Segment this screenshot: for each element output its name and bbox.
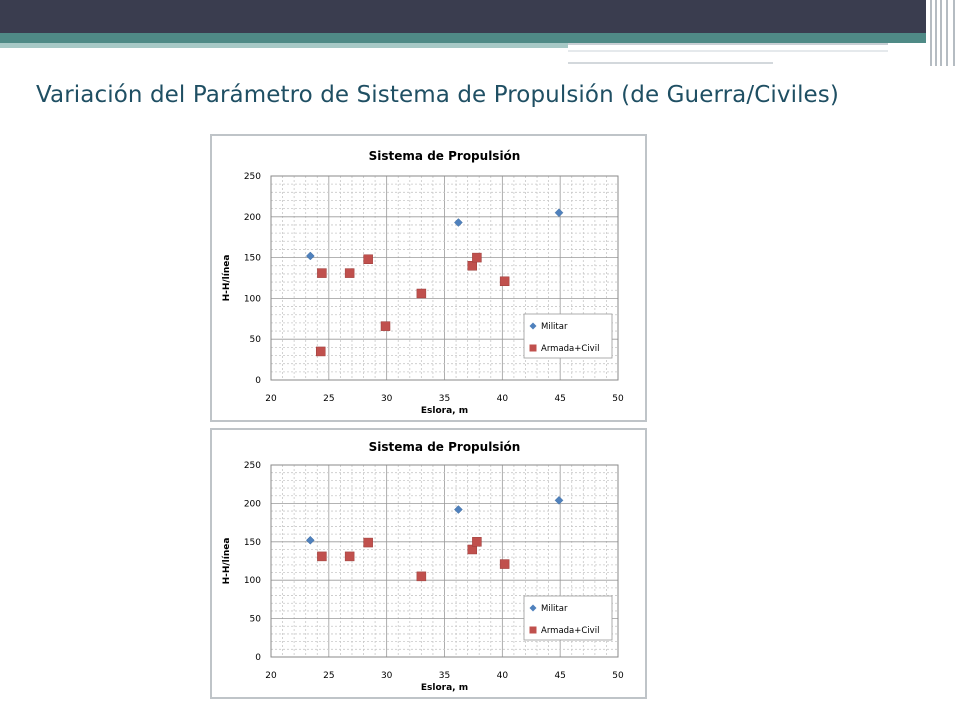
x-tick-label: 40 xyxy=(497,394,509,404)
y-tick-label: 100 xyxy=(244,576,261,586)
chart-2: Sistema de Propulsión 0 50 100 150 200 250 20 25… xyxy=(210,428,647,699)
legend-marker-militar xyxy=(529,604,537,612)
y-tick-label: 200 xyxy=(244,213,261,223)
header-decor-line xyxy=(568,50,888,52)
x-tick-label: 45 xyxy=(554,671,565,681)
x-tick-label: 40 xyxy=(497,671,509,681)
y-tick-label: 150 xyxy=(244,254,261,264)
data-point-armada-civil xyxy=(472,252,482,263)
plot-area xyxy=(270,175,619,381)
slide-title: Variación del Parámetro de Sistema de Pr… xyxy=(36,82,839,108)
y-tick-label: 0 xyxy=(255,653,261,663)
x-axis-label: Eslora, m xyxy=(421,683,468,693)
x-tick-label: 20 xyxy=(265,394,277,404)
y-tick-label: 0 xyxy=(255,376,261,386)
data-point-armada-civil xyxy=(472,537,482,547)
data-point-militar xyxy=(554,495,564,505)
chart-title: Sistema de Propulsión xyxy=(369,440,521,454)
data-point-armada-civil xyxy=(499,276,510,287)
header-decor-line xyxy=(568,62,773,64)
y-tick-label: 100 xyxy=(244,294,261,304)
y-tick-label: 250 xyxy=(244,172,261,182)
data-point-armada-civil xyxy=(317,551,327,562)
data-point-armada-civil xyxy=(467,261,478,271)
header-decor-line xyxy=(568,43,888,45)
x-tick-label: 20 xyxy=(265,671,277,681)
chart-1: Sistema de Propulsión 0 50 100 150 200 250 20 25… xyxy=(210,134,647,422)
legend-marker-armada-civil xyxy=(529,344,537,352)
data-point-armada-civil xyxy=(363,254,373,264)
header-bar xyxy=(0,0,960,33)
data-point-armada-civil xyxy=(315,346,326,357)
x-tick-label: 30 xyxy=(381,671,393,681)
x-axis-label: Eslora, m xyxy=(421,406,468,416)
legend-marker-militar xyxy=(529,322,537,330)
corner-decoration xyxy=(926,0,960,66)
y-tick-label: 50 xyxy=(250,335,262,345)
data-point-militar xyxy=(554,208,564,218)
data-point-armada-civil xyxy=(363,537,373,548)
header-light-strip xyxy=(0,43,568,48)
y-axis-label: H-H/línea xyxy=(222,538,232,585)
data-point-militar xyxy=(454,505,463,514)
legend-label: Armada+Civil xyxy=(541,626,599,636)
legend-label: Militar xyxy=(541,322,568,332)
x-tick-label: 35 xyxy=(439,394,450,404)
x-tick-label: 25 xyxy=(323,394,334,404)
data-point-armada-civil xyxy=(344,268,355,278)
data-point-armada-civil xyxy=(499,559,510,569)
y-tick-label: 250 xyxy=(244,461,261,471)
y-tick-label: 200 xyxy=(244,499,261,509)
y-axis-label: H-H/línea xyxy=(222,255,232,302)
plot-area xyxy=(270,464,619,658)
x-tick-label: 50 xyxy=(612,671,624,681)
chart-title: Sistema de Propulsión xyxy=(369,149,521,163)
legend-box xyxy=(523,595,613,641)
y-tick-label: 50 xyxy=(250,615,262,625)
chart-2-svg: Sistema de Propulsión 0 50 100 150 200 250 20 25… xyxy=(222,440,624,693)
legend-box xyxy=(523,313,613,359)
x-tick-label: 45 xyxy=(554,394,565,404)
data-point-armada-civil xyxy=(416,571,427,582)
legend-marker-armada-civil xyxy=(529,626,537,634)
x-tick-label: 30 xyxy=(381,394,393,404)
data-point-armada-civil xyxy=(380,321,391,331)
data-point-armada-civil xyxy=(317,268,327,278)
data-point-militar xyxy=(305,535,315,545)
data-point-armada-civil xyxy=(344,551,355,562)
x-tick-label: 50 xyxy=(612,394,624,404)
legend-label: Armada+Civil xyxy=(541,344,599,354)
data-point-militar xyxy=(454,218,463,227)
data-point-armada-civil xyxy=(416,288,427,299)
chart-1-svg: Sistema de Propulsión 0 50 100 150 200 250 20 25… xyxy=(222,149,624,416)
data-point-militar xyxy=(305,251,315,261)
x-tick-label: 35 xyxy=(439,671,450,681)
header-accent-strip xyxy=(0,33,960,43)
y-tick-label: 150 xyxy=(244,538,261,548)
legend-label: Militar xyxy=(541,604,568,614)
x-tick-label: 25 xyxy=(323,671,334,681)
